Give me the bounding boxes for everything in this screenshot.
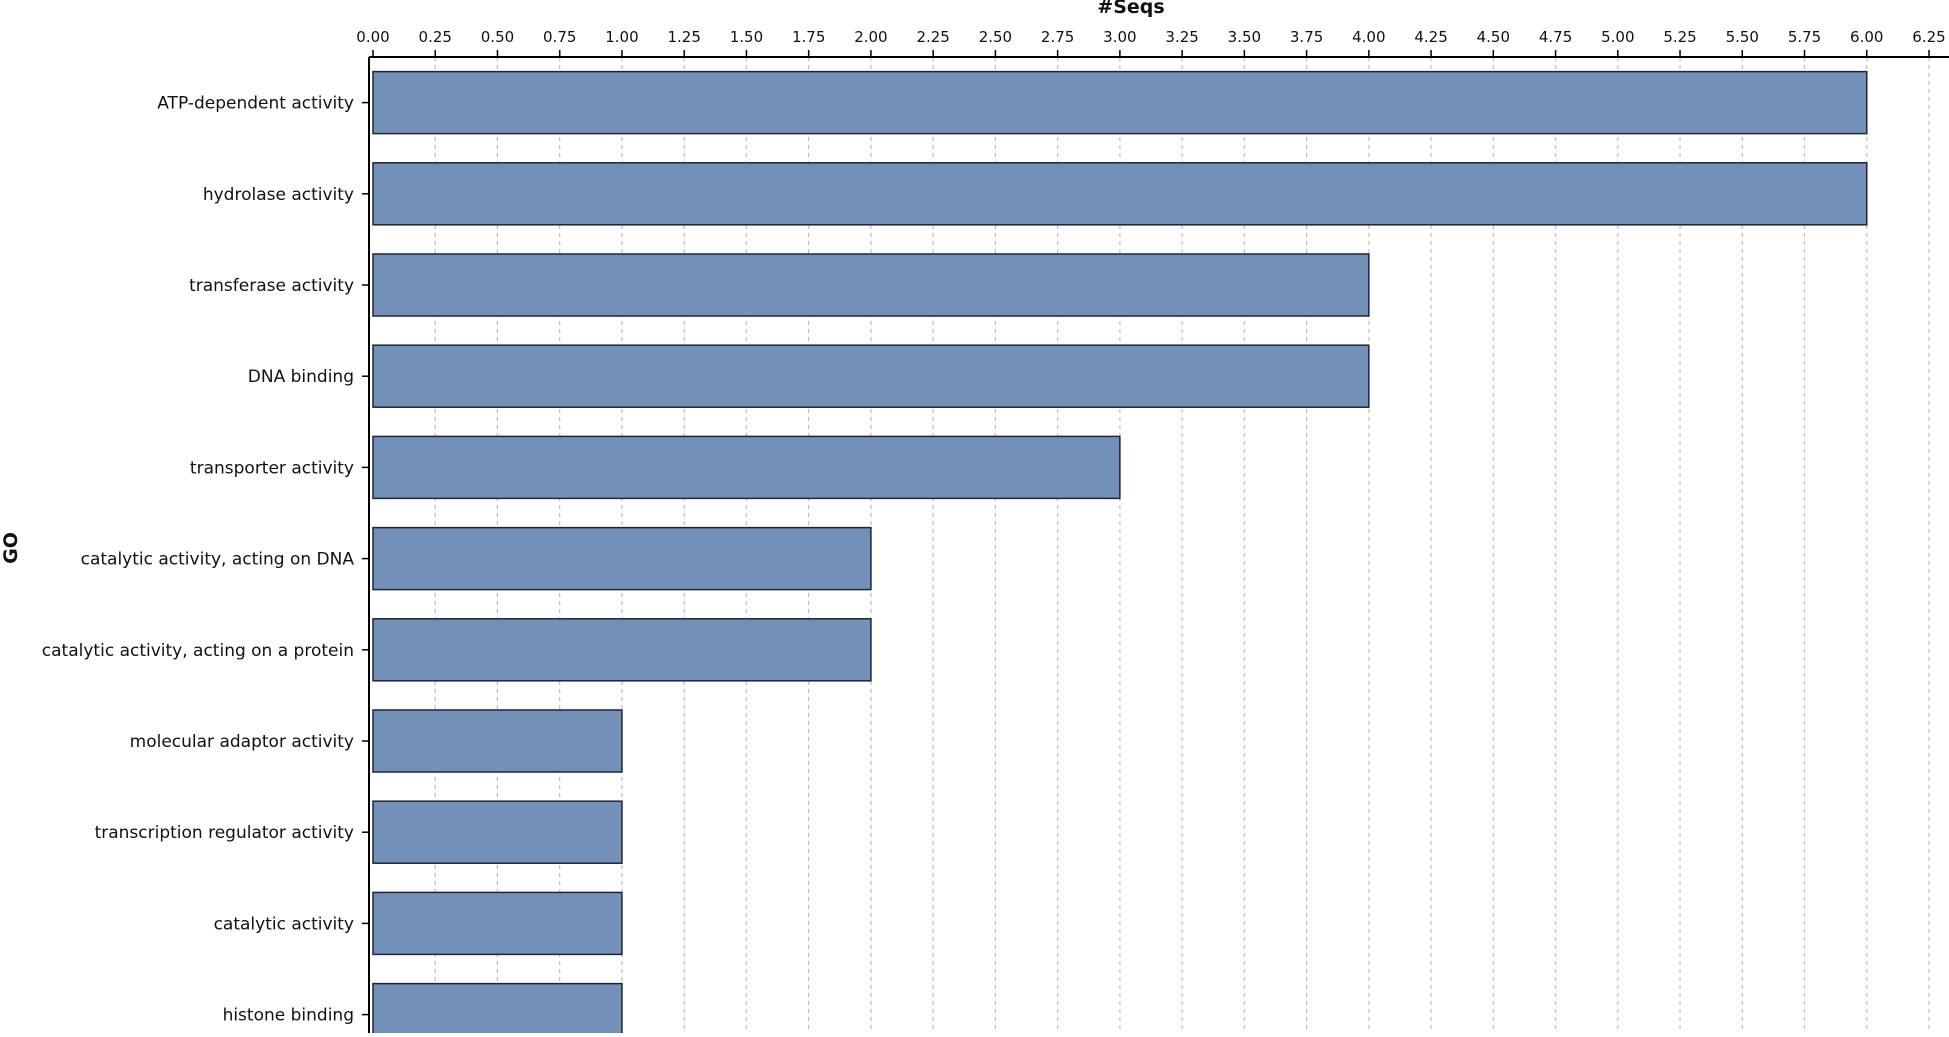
category-label: catalytic activity, acting on a protein [42,641,354,661]
x-tick-label: 6.00 [1850,28,1883,46]
category-label: transcription regulator activity [95,823,354,843]
bar [372,253,1370,317]
bar [372,526,872,591]
bar-layer [372,70,1868,1037]
category-label-layer: ATP-dependent activity hydrolase activity… [42,94,355,1026]
axis-layer [368,56,1949,1033]
bar [372,435,1121,500]
x-tick-label: 1.75 [792,28,825,46]
x-tick-label: 0.75 [543,28,576,46]
x-tick-label: 4.75 [1539,28,1572,46]
x-tick-label: 2.75 [1041,28,1074,46]
x-tick-label: 3.00 [1103,28,1136,46]
x-tick-label: 4.50 [1477,28,1510,46]
x-tick-label: 6.25 [1912,28,1945,46]
x-tick-label: 4.00 [1352,28,1385,46]
category-label: hydrolase activity [203,185,354,205]
bar [372,982,623,1037]
x-tick-label: 0.25 [419,28,452,46]
x-tick-label: 3.75 [1290,28,1323,46]
x-tick-label: 3.25 [1165,28,1198,46]
category-label: transporter activity [190,458,354,478]
category-label: ATP-dependent activity [157,94,354,114]
category-label: catalytic activity [214,914,354,934]
x-tick-label: 1.25 [667,28,700,46]
x-tick-label: 1.50 [730,28,763,46]
x-tick-label: 2.25 [916,28,949,46]
category-label: molecular adaptor activity [130,732,354,752]
x-tick-label: 1.00 [605,28,638,46]
bar [372,891,623,956]
x-tick-label: 2.50 [979,28,1012,46]
category-label: DNA binding [248,367,354,387]
y-axis-title: GO [0,532,22,564]
x-tick-label: 5.75 [1788,28,1821,46]
x-tick-label: 5.00 [1601,28,1634,46]
x-tick-label: 2.00 [854,28,887,46]
x-tick-label: 5.50 [1726,28,1759,46]
x-tick-label: 0.00 [356,28,389,46]
bar [372,162,1868,226]
bar [372,800,623,864]
x-tick-label: 3.50 [1228,28,1261,46]
bar [372,618,872,682]
x-tick-label: 0.50 [481,28,514,46]
tick-layer: 0.00 0.25 0.50 0.75 1.00 1.25 1.50 1.75 2.00 2.25… [356,28,1946,1016]
bar [372,709,623,773]
category-label: catalytic activity, acting on DNA [81,550,355,570]
bar [372,344,1370,408]
category-label: transferase activity [189,276,354,296]
x-axis-title: #Seqs [1097,0,1164,18]
category-label: histone binding [223,1006,354,1026]
x-tick-label: 4.25 [1414,28,1447,46]
bar [372,70,1868,135]
x-tick-label: 5.25 [1663,28,1696,46]
